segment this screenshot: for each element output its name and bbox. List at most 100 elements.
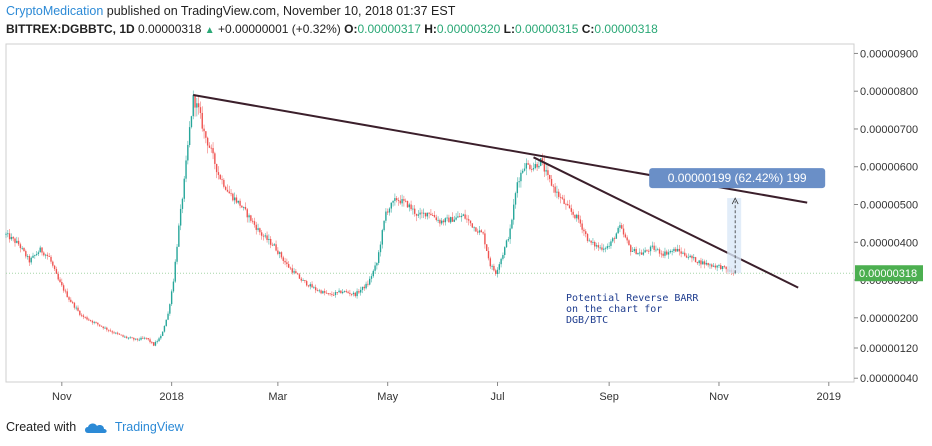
candle-body bbox=[359, 289, 362, 293]
candle-body bbox=[68, 297, 70, 300]
plot-area[interactable] bbox=[5, 43, 855, 383]
candle-body bbox=[430, 213, 432, 216]
candle-body bbox=[71, 301, 74, 303]
candle-body bbox=[666, 251, 668, 255]
candle-body bbox=[314, 287, 317, 291]
candle-body bbox=[615, 233, 618, 239]
candle-body bbox=[82, 315, 85, 317]
candle-body bbox=[640, 252, 643, 255]
candle-body bbox=[725, 266, 727, 270]
annotation-note[interactable]: Potential Reverse BARR on the chart for … bbox=[566, 293, 699, 326]
candle-body bbox=[12, 236, 14, 239]
candle-body bbox=[116, 332, 119, 334]
candle-body bbox=[242, 206, 245, 208]
candle-body bbox=[662, 253, 664, 256]
candle-body bbox=[100, 325, 103, 327]
open-label: O: bbox=[344, 22, 358, 36]
candle-body bbox=[610, 241, 612, 246]
candle-body bbox=[408, 204, 410, 208]
candle-body bbox=[298, 274, 301, 279]
candle-body bbox=[468, 219, 470, 221]
candle-body bbox=[354, 292, 356, 297]
candle-body bbox=[358, 291, 360, 293]
candle-body bbox=[284, 260, 286, 263]
candle-body bbox=[95, 322, 97, 323]
candle-body bbox=[441, 220, 443, 224]
candle-body bbox=[282, 257, 284, 261]
candle-body bbox=[322, 291, 324, 294]
candle-body bbox=[527, 163, 529, 165]
candle-body bbox=[442, 220, 445, 223]
candle-body bbox=[305, 281, 308, 286]
candle-body bbox=[649, 246, 652, 252]
candle-body bbox=[176, 246, 178, 262]
candle-body bbox=[529, 164, 531, 170]
candle-body bbox=[545, 170, 547, 172]
candle-body bbox=[520, 172, 522, 182]
y-tick-label: 0.00000900 bbox=[860, 48, 918, 60]
candle-body bbox=[608, 245, 610, 247]
candle-body bbox=[505, 240, 508, 248]
candle-body bbox=[462, 214, 465, 216]
candle-body bbox=[70, 299, 72, 302]
candle-body bbox=[224, 186, 227, 190]
candle-body bbox=[489, 258, 492, 267]
candle-body bbox=[34, 255, 36, 256]
candle-body bbox=[516, 182, 519, 194]
candle-body bbox=[568, 205, 571, 209]
candle-body bbox=[630, 245, 632, 252]
candle-body bbox=[244, 206, 247, 210]
candle-body bbox=[286, 262, 288, 265]
candle-body bbox=[221, 179, 223, 181]
measure-label-bg[interactable] bbox=[649, 168, 826, 189]
candle-body bbox=[403, 199, 405, 201]
candle-body bbox=[149, 339, 151, 343]
candle-body bbox=[323, 291, 326, 293]
candle-body bbox=[554, 186, 556, 193]
candle-body bbox=[540, 158, 542, 166]
x-tick-label: Nov bbox=[709, 391, 729, 403]
candle-body bbox=[52, 261, 54, 266]
x-tick-label: Nov bbox=[52, 391, 72, 403]
tradingview-brand-link[interactable]: TradingView bbox=[114, 420, 184, 434]
candle-body bbox=[349, 292, 351, 294]
candle-body bbox=[203, 128, 205, 132]
candle-body bbox=[64, 290, 67, 292]
candle-body bbox=[565, 203, 567, 205]
measure-range-box[interactable] bbox=[727, 198, 742, 274]
candle-body bbox=[590, 240, 592, 243]
trendline-lower[interactable] bbox=[533, 156, 799, 289]
candle-body bbox=[327, 293, 329, 295]
candle-body bbox=[376, 262, 378, 266]
candle-body bbox=[597, 245, 600, 248]
price-change: +0.00000001 (+0.32%) bbox=[218, 22, 341, 36]
candle-body bbox=[104, 327, 106, 329]
candle-body bbox=[79, 310, 81, 315]
candle-body bbox=[595, 245, 598, 247]
candle-body bbox=[372, 270, 374, 277]
candle-body bbox=[296, 273, 299, 275]
candle-body bbox=[523, 168, 526, 171]
candle-body bbox=[370, 276, 373, 279]
candle-body bbox=[637, 252, 639, 255]
candle-body bbox=[685, 255, 688, 258]
candle-body bbox=[525, 163, 528, 169]
candle-body bbox=[325, 292, 328, 294]
candle-body bbox=[158, 338, 160, 342]
candle-body bbox=[399, 200, 401, 204]
candle-body bbox=[287, 264, 290, 268]
candle-body bbox=[579, 219, 582, 224]
author-link[interactable]: CryptoMedication bbox=[6, 4, 104, 18]
measure-tool[interactable]: 0.00000199 (62.42%) 199 bbox=[649, 168, 826, 274]
candle-body bbox=[188, 127, 191, 145]
candle-body bbox=[183, 178, 185, 199]
low-label: L: bbox=[503, 22, 515, 36]
candle-body bbox=[142, 337, 144, 339]
annotation-line-2: on the chart for bbox=[566, 304, 662, 315]
candle-body bbox=[165, 319, 167, 326]
candle-body bbox=[214, 153, 216, 164]
candle-body bbox=[55, 269, 58, 274]
candle-body bbox=[273, 244, 275, 246]
candle-body bbox=[278, 252, 281, 254]
